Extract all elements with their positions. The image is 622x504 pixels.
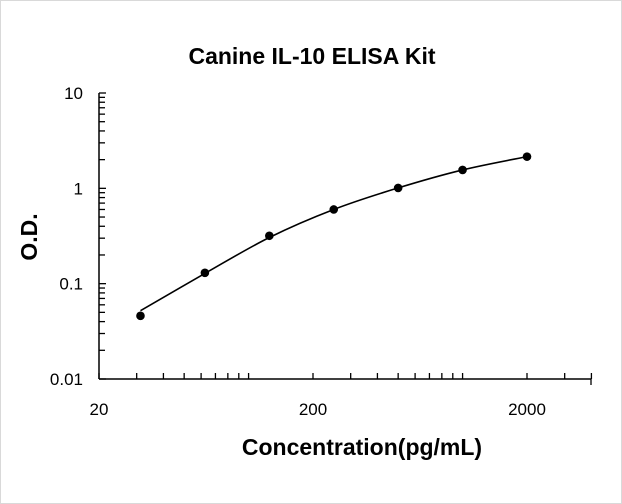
x-tick-label: 200 [299, 400, 327, 419]
data-point [393, 183, 403, 193]
x-axis-label: Concentration(pg/mL) [242, 434, 482, 460]
data-point [200, 268, 210, 278]
data-point [458, 165, 467, 175]
y-tick-label: 0.01 [50, 370, 83, 389]
x-tick-label: 20 [90, 400, 109, 419]
y-tick-label: 1 [74, 179, 83, 198]
data-point [136, 311, 145, 321]
data-point [265, 231, 274, 241]
y-tick-label: 0.1 [59, 275, 83, 294]
chart-title: Canine IL-10 ELISA Kit [188, 43, 435, 69]
data-point [522, 152, 532, 161]
y-tick-label: 10 [64, 84, 83, 103]
x-tick-label: 2000 [508, 400, 546, 419]
fit-curve [140, 155, 528, 312]
data-point [329, 205, 339, 214]
y-axis-label: O.D. [16, 213, 42, 260]
